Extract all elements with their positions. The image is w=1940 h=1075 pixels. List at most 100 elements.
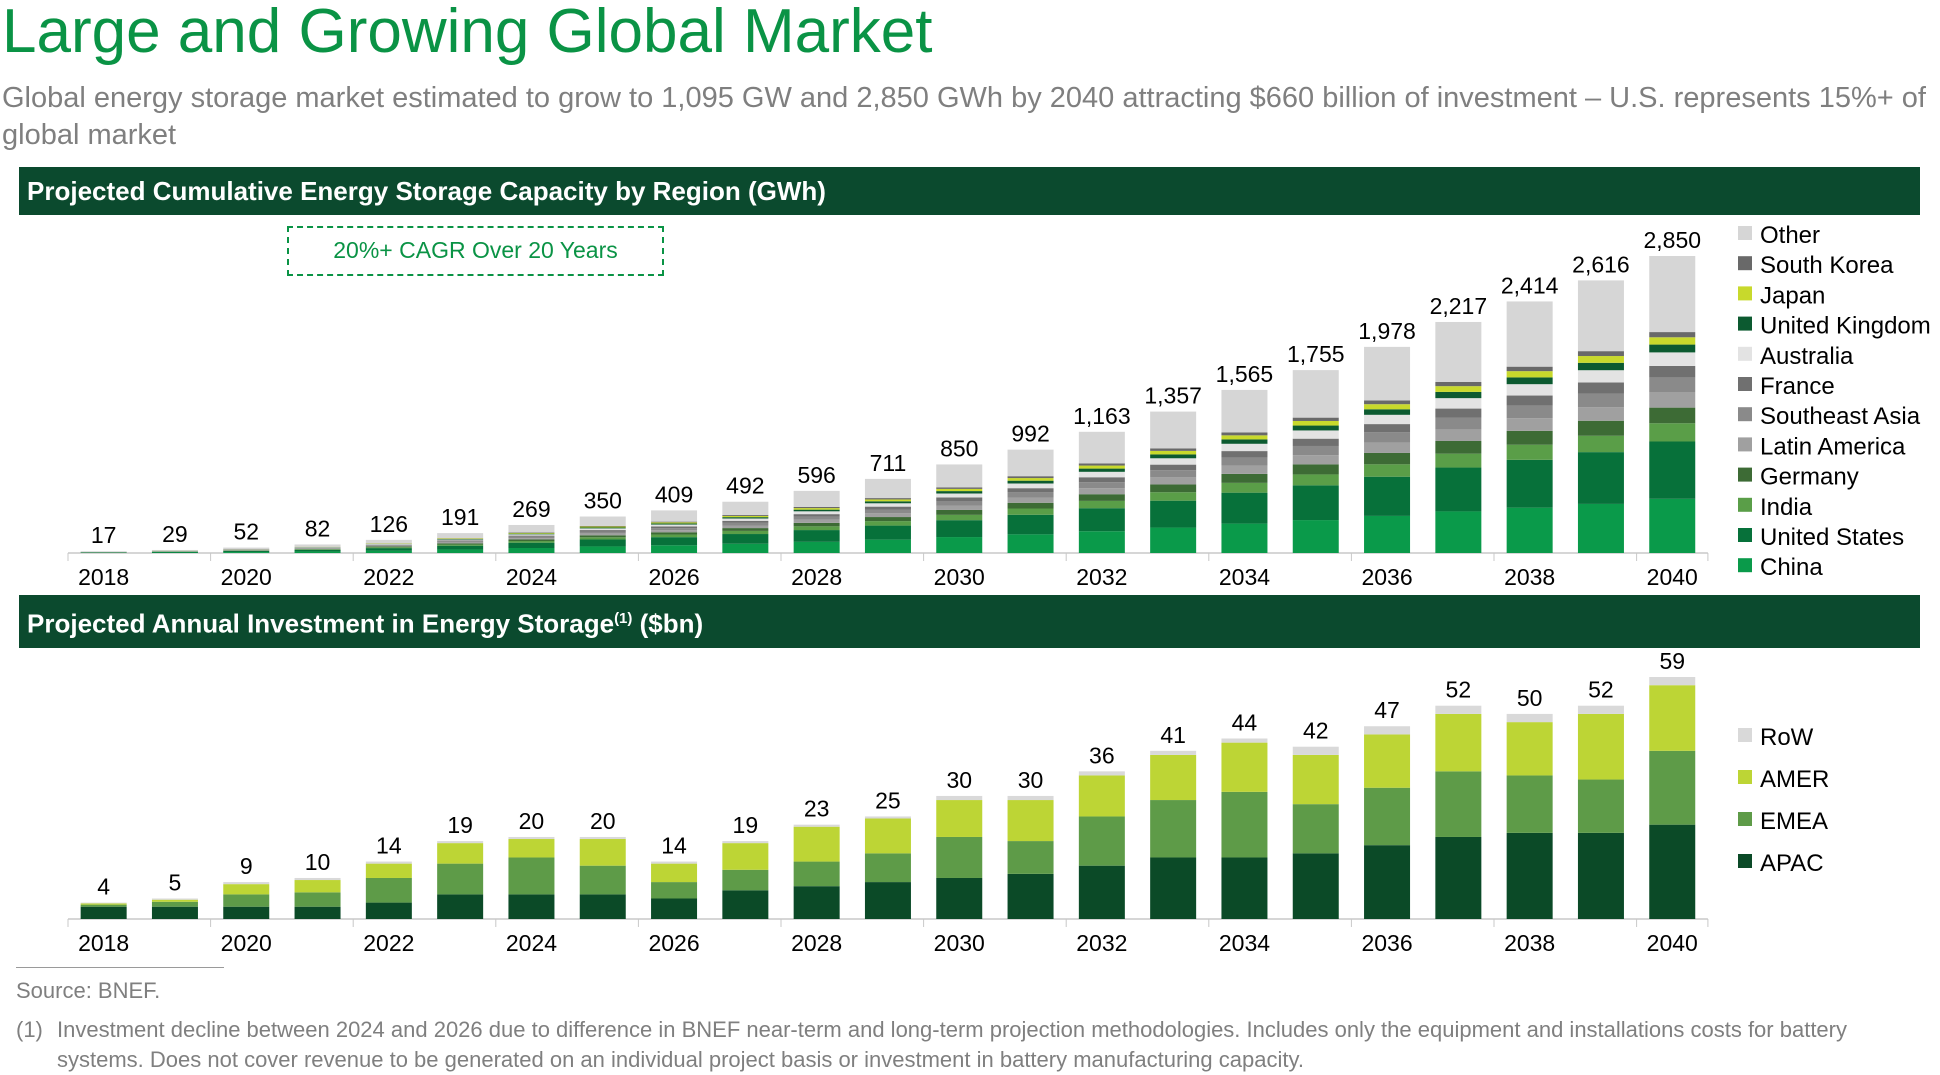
bar-segment-india (294, 549, 341, 550)
bar-segment-china (864, 539, 911, 553)
legend-swatch (1738, 226, 1752, 240)
bar-segment-germany (1007, 502, 1054, 509)
bar-segment-row (80, 902, 127, 904)
bar-segment-germany (722, 528, 769, 531)
bar-segment-united-kingdom (1150, 454, 1197, 459)
page-subtitle: Global energy storage market estimated t… (2, 82, 1926, 151)
bar-segment-latin-america (1435, 429, 1482, 441)
x-tick-label: 2040 (1647, 930, 1698, 956)
total-label: 5 (169, 869, 182, 895)
bar-segment-united-states (508, 542, 555, 548)
source-divider (16, 967, 224, 968)
bar-segment-australia (1577, 370, 1624, 383)
bar-segment-latin-america (1007, 497, 1054, 503)
bar-segment-germany (579, 535, 626, 538)
bar-segment-united-kingdom (936, 491, 983, 494)
bar-segment-india (437, 544, 484, 546)
bar-segment-france (1078, 477, 1125, 483)
bar-segment-amer (508, 839, 555, 858)
legend-swatch (1738, 377, 1752, 391)
bar-segment-france (1435, 408, 1482, 418)
total-label: 25 (875, 787, 901, 813)
bar-segment-united-states (365, 548, 412, 551)
total-label: 47 (1374, 697, 1400, 723)
bar-segment-china (793, 541, 840, 553)
bar-segment-china (365, 550, 412, 553)
bar-segment-other (936, 464, 983, 488)
total-label: 2,616 (1572, 251, 1630, 277)
bar-segment-southeast-asia (1150, 470, 1197, 478)
bar-segment-other (1506, 301, 1553, 367)
bar-segment-australia (1435, 398, 1482, 409)
bar-segment-amer (1150, 754, 1197, 801)
legend-label: United Kingdom (1760, 313, 1931, 340)
bar-segment-southeast-asia (1435, 417, 1482, 430)
bar-segment-other (80, 551, 127, 552)
bar-segment-emea (1364, 787, 1411, 846)
bar-segment-apac (1577, 832, 1624, 919)
cagr-callout: 20%+ CAGR Over 20 Years (287, 226, 664, 276)
total-label: 1,565 (1216, 361, 1274, 387)
legend-label: EMEA (1760, 808, 1828, 835)
bar-segment-southeast-asia (1292, 445, 1339, 456)
bar-segment-south-korea (864, 498, 911, 500)
bar-segment-australia (1078, 471, 1125, 478)
bar-segment-emea (223, 894, 270, 907)
bar-segment-germany (437, 543, 484, 545)
total-label: 52 (1588, 677, 1614, 703)
total-label: 42 (1303, 718, 1329, 744)
bar-segment-japan (722, 515, 769, 518)
bar-segment-germany (1078, 494, 1125, 501)
bar-segment-row (294, 877, 341, 881)
bar-segment-india (1078, 500, 1125, 509)
bar-segment-row (579, 836, 626, 840)
total-label: 82 (305, 515, 331, 541)
x-tick-label: 2020 (221, 564, 272, 590)
total-label: 2,414 (1501, 272, 1559, 298)
total-label: 992 (1011, 421, 1049, 447)
bar-segment-united-states (1364, 476, 1411, 516)
bar-segment-australia (579, 528, 626, 531)
source-note: Source: BNEF. (16, 978, 161, 1003)
bar-segment-australia (793, 511, 840, 515)
bar-segment-emea (722, 869, 769, 891)
bar-segment-southeast-asia (1078, 482, 1125, 489)
bar-segment-united-states (1649, 441, 1696, 499)
bar-segment-united-states (793, 530, 840, 542)
bar-segment-emea (864, 853, 911, 883)
bar-segment-australia (437, 539, 484, 541)
bar-segment-china (1078, 531, 1125, 553)
legend-label: Southeast Asia (1760, 403, 1921, 430)
bar-segment-japan (1506, 371, 1553, 378)
bar-segment-apac (437, 894, 484, 919)
bar-segment-other (365, 539, 412, 544)
bar-segment-south-korea (722, 514, 769, 516)
bar-segment-row (508, 836, 555, 840)
bar-segment-australia (651, 524, 698, 527)
bar-segment-apac (793, 886, 840, 919)
bar-segment-china (651, 545, 698, 553)
bar-segment-row (793, 824, 840, 827)
bar-segment-other (1649, 256, 1696, 333)
bar-segment-united-states (1150, 500, 1197, 528)
bar-segment-southeast-asia (793, 516, 840, 520)
bar-segment-southeast-asia (508, 536, 555, 539)
bar-segment-united-kingdom (579, 527, 626, 529)
total-label: 23 (804, 796, 830, 822)
total-label: 9 (240, 853, 253, 879)
legend-label: France (1760, 373, 1835, 400)
total-label: 50 (1517, 685, 1543, 711)
bar-segment-india (1435, 453, 1482, 468)
bar-segment-apac (1221, 857, 1268, 919)
x-tick-label: 2036 (1361, 930, 1412, 956)
bar-segment-emea (936, 836, 983, 878)
total-label: 14 (661, 833, 687, 859)
bar-segment-united-kingdom (1007, 480, 1054, 484)
bar-segment-emea (1007, 841, 1054, 874)
bar-segment-india (793, 526, 840, 531)
bar-segment-china (223, 552, 270, 553)
bar-segment-germany (365, 546, 412, 548)
bar-segment-amer (936, 800, 983, 837)
legend-swatch (1738, 316, 1752, 331)
